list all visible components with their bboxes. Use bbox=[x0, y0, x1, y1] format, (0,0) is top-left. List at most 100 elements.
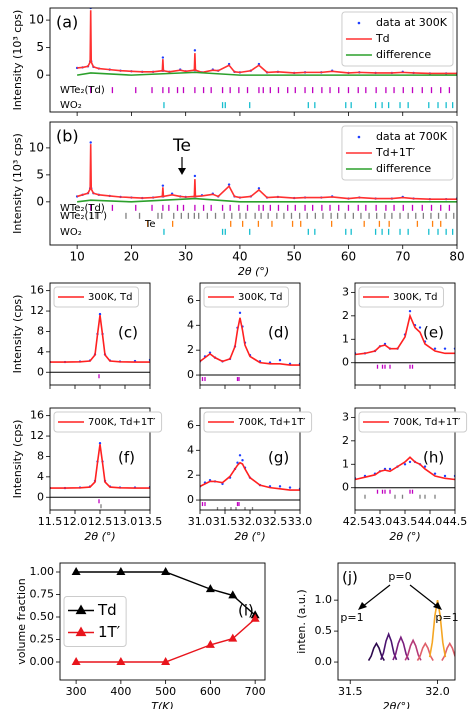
y-tick-label: 0 bbox=[342, 356, 349, 369]
series-line bbox=[200, 317, 300, 366]
legend: 300K, Td bbox=[203, 286, 289, 308]
annotation: p=1 bbox=[340, 611, 363, 624]
legend-box bbox=[358, 286, 444, 308]
legend-label: 300K, Td bbox=[88, 292, 132, 303]
data-point bbox=[241, 459, 244, 462]
series-line bbox=[76, 571, 256, 616]
marker bbox=[71, 567, 81, 575]
frame bbox=[49, 407, 151, 511]
series-line bbox=[380, 631, 398, 661]
data-point bbox=[238, 454, 242, 457]
legend: 300K, Td bbox=[358, 286, 444, 308]
legend-swatch bbox=[357, 135, 361, 139]
data-point bbox=[236, 461, 239, 464]
plot-area bbox=[50, 441, 150, 509]
legend-label: data at 300K bbox=[376, 16, 448, 29]
panel: 0 2 4 6 (d) 300K, Td bbox=[187, 282, 301, 389]
legend: data at 700K Td+1T′ difference bbox=[341, 125, 454, 181]
y-tick-label: 4 bbox=[37, 470, 44, 483]
panel: 0 4 8 12 16 11.5 12.0 12.5 13.0 13.5 2θ (°) Intensi… bbox=[11, 407, 163, 543]
data-point bbox=[423, 465, 427, 468]
data-point bbox=[193, 174, 197, 178]
frame bbox=[49, 7, 458, 113]
panel-label: (i) bbox=[238, 602, 254, 620]
y-tick-label: 1 bbox=[342, 332, 349, 345]
x-tick-label: 32.5 bbox=[263, 515, 288, 528]
data-point bbox=[161, 56, 165, 59]
series-line bbox=[404, 638, 422, 661]
y-tick-label: 0.50 bbox=[30, 610, 55, 623]
data-point bbox=[278, 358, 282, 362]
marker bbox=[161, 567, 171, 575]
y-axis-label: Intensity (cps) bbox=[11, 295, 24, 374]
y-tick-label: 10 bbox=[29, 13, 44, 27]
data-point bbox=[388, 467, 392, 471]
marker bbox=[250, 613, 260, 622]
panel-label: (d) bbox=[268, 324, 289, 342]
y-tick-label: 0.5 bbox=[315, 624, 333, 637]
data-point bbox=[161, 184, 165, 187]
y-tick-label: 16 bbox=[30, 409, 44, 422]
y-tick-label: 8 bbox=[37, 449, 44, 462]
legend-box bbox=[53, 411, 163, 433]
arrow-head bbox=[358, 602, 367, 610]
legend-box bbox=[358, 411, 468, 433]
legend-label: 1T′ bbox=[98, 623, 121, 641]
plot-area bbox=[200, 311, 300, 382]
legend: 300K, Td bbox=[53, 286, 139, 308]
y-tick-label: 1.00 bbox=[30, 565, 55, 578]
y-tick-label: 0.0 bbox=[315, 655, 333, 668]
arrow-head bbox=[178, 168, 186, 175]
legend-label: Td bbox=[375, 32, 390, 45]
marker bbox=[116, 657, 126, 665]
legend-box bbox=[341, 11, 454, 67]
panel-label: (e) bbox=[423, 324, 444, 342]
y-tick-label: 0.00 bbox=[30, 655, 55, 668]
x-tick-label: 50 bbox=[287, 250, 302, 264]
x-axis-label: 2θ (°) bbox=[84, 530, 115, 543]
legend-label: data at 700K bbox=[376, 130, 448, 143]
y-tick-label: 6 bbox=[187, 418, 194, 431]
series-line bbox=[355, 313, 455, 356]
panel: 0 1 2 3 42.5 43.0 43.5 44.0 44.5 2θ (°) (h) 700K, T… bbox=[342, 407, 468, 543]
x-axis-label: T(K) bbox=[151, 700, 174, 709]
frame bbox=[354, 282, 456, 386]
y-tick-label: 2 bbox=[342, 434, 349, 447]
y-tick-label: 2 bbox=[187, 468, 194, 481]
data-point bbox=[257, 187, 261, 190]
series-line bbox=[76, 618, 256, 663]
data-point bbox=[408, 309, 412, 313]
frame bbox=[199, 282, 301, 386]
legend-label: 700K, Td+1T′ bbox=[238, 417, 306, 428]
marker bbox=[205, 584, 215, 593]
y-tick-label: 0.75 bbox=[30, 588, 55, 601]
legend-label: Td+1T′ bbox=[375, 146, 416, 159]
y-tick-label: 8 bbox=[37, 324, 44, 337]
x-tick-label: 700 bbox=[245, 685, 266, 698]
y-tick-label: 0.25 bbox=[30, 633, 55, 646]
y-tick-label: 4 bbox=[187, 443, 194, 456]
annotation-arrow bbox=[361, 584, 391, 608]
y-tick-label: 12 bbox=[30, 304, 44, 317]
x-tick-label: 20 bbox=[124, 250, 139, 264]
data-point bbox=[278, 485, 282, 488]
y-tick-label: 16 bbox=[30, 284, 44, 297]
data-point bbox=[208, 351, 212, 354]
y-tick-label: 2 bbox=[342, 309, 349, 322]
panel-label: (g) bbox=[268, 449, 289, 467]
marker bbox=[228, 590, 238, 599]
series-line bbox=[392, 635, 410, 661]
data-point bbox=[418, 326, 422, 329]
y-tick-label: 0 bbox=[37, 365, 44, 378]
x-tick-label: 12.5 bbox=[88, 515, 113, 528]
x-tick-label: 400 bbox=[110, 685, 131, 698]
frame bbox=[337, 562, 456, 681]
legend: data at 300K Td difference bbox=[341, 11, 454, 67]
series-line bbox=[50, 444, 150, 489]
data-point bbox=[238, 311, 242, 315]
plot-area bbox=[355, 456, 455, 499]
x-tick-label: 33.0 bbox=[288, 515, 313, 528]
x-tick-label: 600 bbox=[200, 685, 221, 698]
legend-box bbox=[203, 411, 313, 433]
